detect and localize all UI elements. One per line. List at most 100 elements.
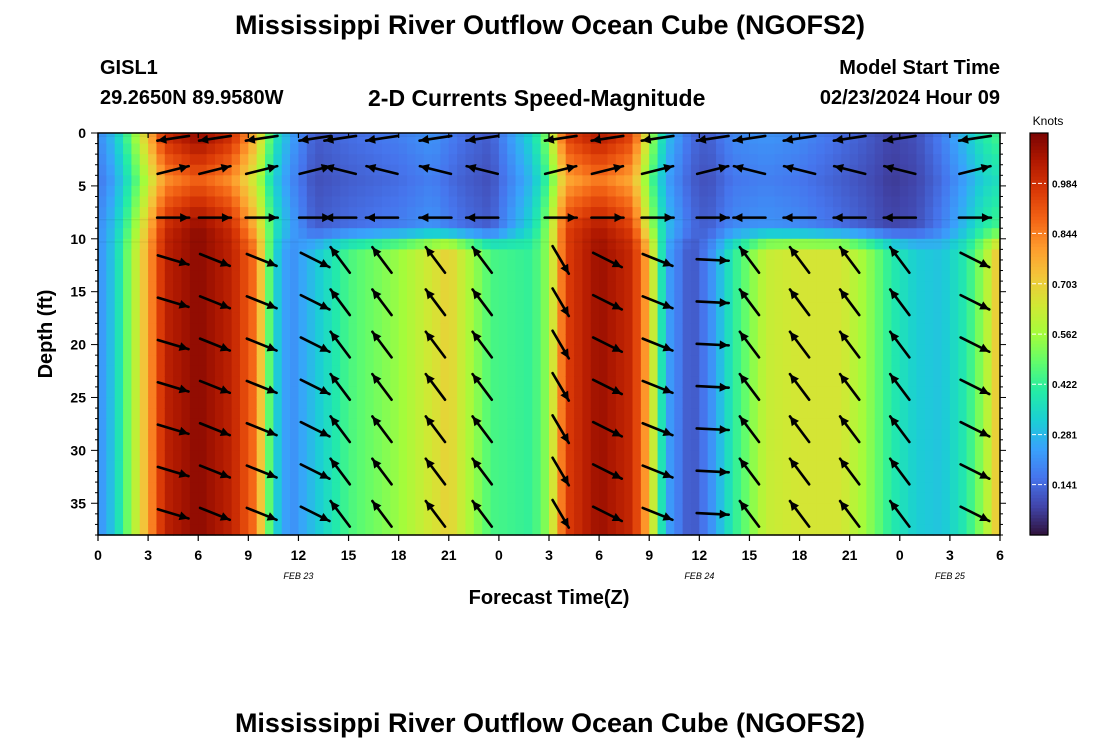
- heatmap-cell: [298, 429, 308, 441]
- heatmap-cell: [239, 513, 249, 526]
- heatmap-cell: [599, 365, 609, 377]
- heatmap-cell: [916, 238, 926, 250]
- heatmap-cell: [189, 259, 199, 272]
- heatmap-cell: [958, 143, 968, 155]
- heatmap-cell: [164, 492, 174, 504]
- heatmap-cell: [239, 133, 249, 145]
- heatmap-cell: [148, 439, 158, 451]
- heatmap-cell: [899, 450, 909, 462]
- current-vector-arrow: [782, 134, 817, 144]
- heatmap-cell: [448, 365, 458, 377]
- heatmap-cell: [98, 386, 107, 399]
- heatmap-cell: [356, 312, 366, 325]
- heatmap-cell: [807, 312, 817, 325]
- heatmap-cell: [858, 154, 867, 166]
- heatmap-cell: [189, 291, 199, 303]
- heatmap-cell: [189, 365, 199, 377]
- heatmap-cell: [991, 482, 1001, 494]
- heatmap-cell: [749, 249, 759, 261]
- current-vector-arrow: [245, 337, 278, 352]
- heatmap-cell: [657, 365, 667, 377]
- heatmap-cell: [557, 492, 567, 504]
- heatmap-cell: [490, 259, 500, 272]
- heatmap-cell: [640, 259, 650, 272]
- colorbar-segment: [1030, 320, 1048, 325]
- heatmap-cell: [690, 376, 700, 388]
- heatmap-cell: [223, 397, 233, 409]
- heatmap-cell: [649, 460, 659, 473]
- heatmap-cell: [941, 291, 951, 303]
- heatmap-cell: [557, 249, 567, 261]
- heatmap-cell: [331, 143, 341, 155]
- heatmap-cell: [824, 207, 834, 219]
- heatmap-cell: [273, 482, 283, 494]
- heatmap-cell: [649, 386, 659, 399]
- heatmap-cell: [699, 365, 709, 377]
- heatmap-cell: [816, 281, 826, 293]
- heatmap-cell: [816, 386, 826, 399]
- heatmap-cell: [891, 323, 901, 335]
- heatmap-cell: [699, 143, 709, 155]
- heatmap-cell: [473, 386, 483, 399]
- heatmap-cell: [724, 439, 734, 451]
- heatmap-cell: [540, 334, 550, 346]
- heatmap-cell: [816, 397, 826, 409]
- heatmap-cell: [732, 291, 742, 303]
- heatmap-cell: [315, 355, 325, 367]
- heatmap-cell: [599, 376, 609, 388]
- heatmap-cell: [98, 503, 107, 515]
- heatmap-cell: [958, 323, 968, 335]
- heatmap-cell: [290, 312, 300, 325]
- current-vector-arrow: [958, 163, 992, 176]
- heatmap-cell: [106, 503, 116, 515]
- heatmap-cell: [365, 429, 375, 441]
- heatmap-cell: [139, 524, 149, 536]
- heatmap-cell: [690, 418, 700, 430]
- heatmap-cell: [690, 408, 700, 420]
- heatmap-cell: [974, 196, 984, 208]
- heatmap-cell: [841, 386, 851, 399]
- heatmap-cell: [741, 207, 751, 219]
- heatmap-cell: [832, 492, 842, 504]
- heatmap-cell: [807, 281, 817, 293]
- heatmap-cell: [690, 365, 700, 377]
- heatmap-cell: [966, 270, 976, 282]
- current-vector-arrow: [198, 337, 232, 352]
- current-vector-arrow: [329, 499, 352, 528]
- heatmap-cell: [139, 281, 149, 293]
- heatmap-cell: [181, 185, 191, 198]
- heatmap-cell: [741, 259, 751, 272]
- heatmap-cell: [248, 302, 258, 314]
- colorbar-segment: [1030, 491, 1048, 496]
- heatmap-cell: [432, 376, 442, 388]
- heatmap-cell: [716, 429, 725, 441]
- heatmap-cell: [565, 418, 575, 430]
- heatmap-cell: [966, 482, 976, 494]
- heatmap-cell: [949, 323, 959, 335]
- heatmap-cell: [615, 270, 625, 282]
- heatmap-cell: [624, 291, 634, 303]
- heatmap-cell: [290, 408, 300, 420]
- heatmap-cell: [590, 228, 600, 240]
- heatmap-cell: [749, 228, 759, 240]
- heatmap-cell: [883, 513, 893, 526]
- heatmap-cell: [699, 418, 709, 430]
- current-vector-arrow: [695, 255, 730, 265]
- heatmap-cell: [507, 302, 517, 314]
- heatmap-cell: [883, 355, 893, 367]
- heatmap-cell: [248, 185, 258, 198]
- heatmap-cell: [256, 217, 266, 229]
- heatmap-cell: [231, 323, 241, 335]
- heatmap-cell: [607, 238, 617, 250]
- heatmap-cell: [866, 312, 876, 325]
- heatmap-cell: [899, 524, 909, 536]
- heatmap-cell: [123, 143, 133, 155]
- heatmap-cell: [674, 312, 684, 325]
- heatmap-cell: [290, 365, 300, 377]
- heatmap-cell: [941, 259, 951, 272]
- heatmap-cell: [632, 323, 642, 335]
- heatmap-cell: [674, 513, 684, 526]
- heatmap-cell: [306, 302, 316, 314]
- heatmap-cell: [958, 397, 968, 409]
- heatmap-cell: [649, 408, 659, 420]
